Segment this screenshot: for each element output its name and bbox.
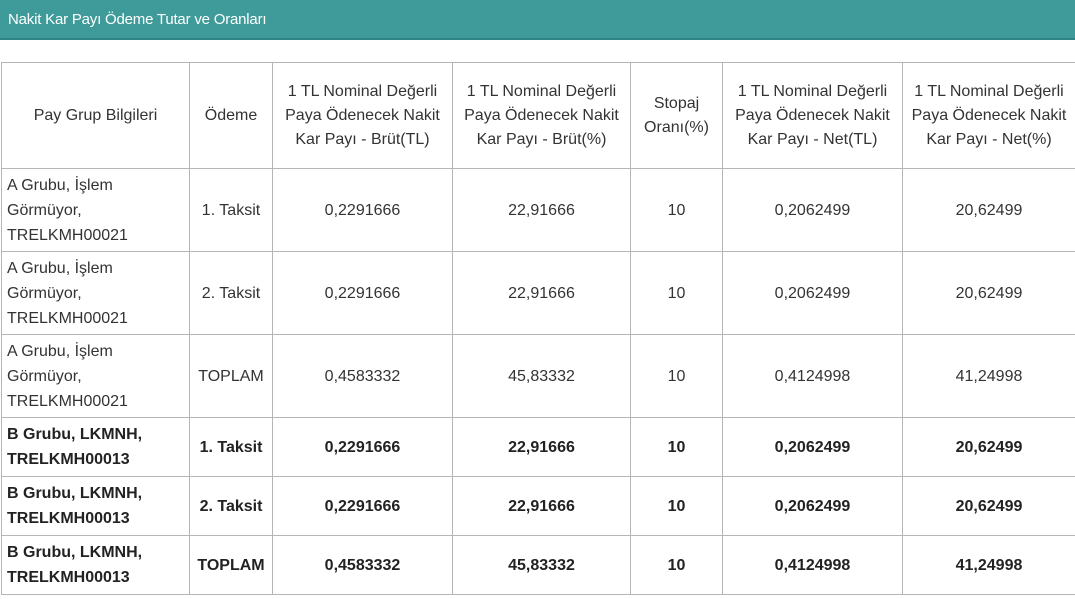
cell-gross-pct: 45,83332: [452, 334, 631, 418]
cell-gross-tl: 0,2291666: [272, 168, 453, 252]
cell-payment: TOPLAM: [189, 535, 273, 595]
header-payment: Ödeme: [189, 62, 273, 169]
table-row: B Grubu, LKMNH, TRELKMH00013 2. Taksit 0…: [1, 476, 1075, 536]
cell-net-tl: 0,2062499: [722, 417, 903, 477]
cell-group: A Grubu, İşlem Görmüyor, TRELKMH00021: [1, 251, 190, 335]
cell-gross-tl: 0,4583332: [272, 334, 453, 418]
header-withholding: Stopaj Oranı(%): [630, 62, 723, 169]
cell-group: B Grubu, LKMNH, TRELKMH00013: [1, 417, 190, 477]
table-row: B Grubu, LKMNH, TRELKMH00013 TOPLAM 0,45…: [1, 535, 1075, 595]
cell-group: A Grubu, İşlem Görmüyor, TRELKMH00021: [1, 334, 190, 418]
cell-net-tl: 0,2062499: [722, 476, 903, 536]
header-gross-tl: 1 TL Nominal Değerli Paya Ödenecek Nakit…: [272, 62, 453, 169]
cell-gross-pct: 22,91666: [452, 251, 631, 335]
cell-withholding: 10: [630, 334, 723, 418]
cell-net-tl: 0,4124998: [722, 334, 903, 418]
header-net-tl: 1 TL Nominal Değerli Paya Ödenecek Nakit…: [722, 62, 903, 169]
cell-withholding: 10: [630, 535, 723, 595]
cell-net-tl: 0,2062499: [722, 251, 903, 335]
cell-gross-tl: 0,2291666: [272, 251, 453, 335]
cell-net-tl: 0,4124998: [722, 535, 903, 595]
section-title: Nakit Kar Payı Ödeme Tutar ve Oranları: [8, 11, 267, 28]
cell-net-pct: 41,24998: [902, 535, 1075, 595]
cell-withholding: 10: [630, 417, 723, 477]
cell-payment: 2. Taksit: [189, 476, 273, 536]
cell-gross-pct: 22,91666: [452, 417, 631, 477]
cell-payment: 2. Taksit: [189, 251, 273, 335]
table-row: A Grubu, İşlem Görmüyor, TRELKMH00021 1.…: [1, 168, 1075, 252]
cell-group: A Grubu, İşlem Görmüyor, TRELKMH00021: [1, 168, 190, 252]
cell-net-pct: 20,62499: [902, 251, 1075, 335]
cell-gross-pct: 45,83332: [452, 535, 631, 595]
cell-gross-pct: 22,91666: [452, 476, 631, 536]
header-net-pct: 1 TL Nominal Değerli Paya Ödenecek Nakit…: [902, 62, 1075, 169]
table-row: A Grubu, İşlem Görmüyor, TRELKMH00021 TO…: [1, 334, 1075, 418]
cell-payment: 1. Taksit: [189, 168, 273, 252]
cell-net-tl: 0,2062499: [722, 168, 903, 252]
cell-withholding: 10: [630, 476, 723, 536]
dividend-table: Pay Grup Bilgileri Ödeme 1 TL Nominal De…: [1, 62, 1075, 595]
cell-net-pct: 41,24998: [902, 334, 1075, 418]
section-title-bar: Nakit Kar Payı Ödeme Tutar ve Oranları: [0, 0, 1075, 40]
table-row: A Grubu, İşlem Görmüyor, TRELKMH00021 2.…: [1, 251, 1075, 335]
cell-payment: 1. Taksit: [189, 417, 273, 477]
cell-withholding: 10: [630, 251, 723, 335]
cell-gross-tl: 0,4583332: [272, 535, 453, 595]
cell-gross-tl: 0,2291666: [272, 476, 453, 536]
cell-net-pct: 20,62499: [902, 476, 1075, 536]
cell-withholding: 10: [630, 168, 723, 252]
cell-net-pct: 20,62499: [902, 417, 1075, 477]
cell-group: B Grubu, LKMNH, TRELKMH00013: [1, 476, 190, 536]
table-row: B Grubu, LKMNH, TRELKMH00013 1. Taksit 0…: [1, 417, 1075, 477]
table-header-row: Pay Grup Bilgileri Ödeme 1 TL Nominal De…: [1, 62, 1075, 169]
cell-net-pct: 20,62499: [902, 168, 1075, 252]
cell-group: B Grubu, LKMNH, TRELKMH00013: [1, 535, 190, 595]
header-gross-pct: 1 TL Nominal Değerli Paya Ödenecek Nakit…: [452, 62, 631, 169]
cell-gross-tl: 0,2291666: [272, 417, 453, 477]
cell-payment: TOPLAM: [189, 334, 273, 418]
cell-gross-pct: 22,91666: [452, 168, 631, 252]
header-group-info: Pay Grup Bilgileri: [1, 62, 190, 169]
